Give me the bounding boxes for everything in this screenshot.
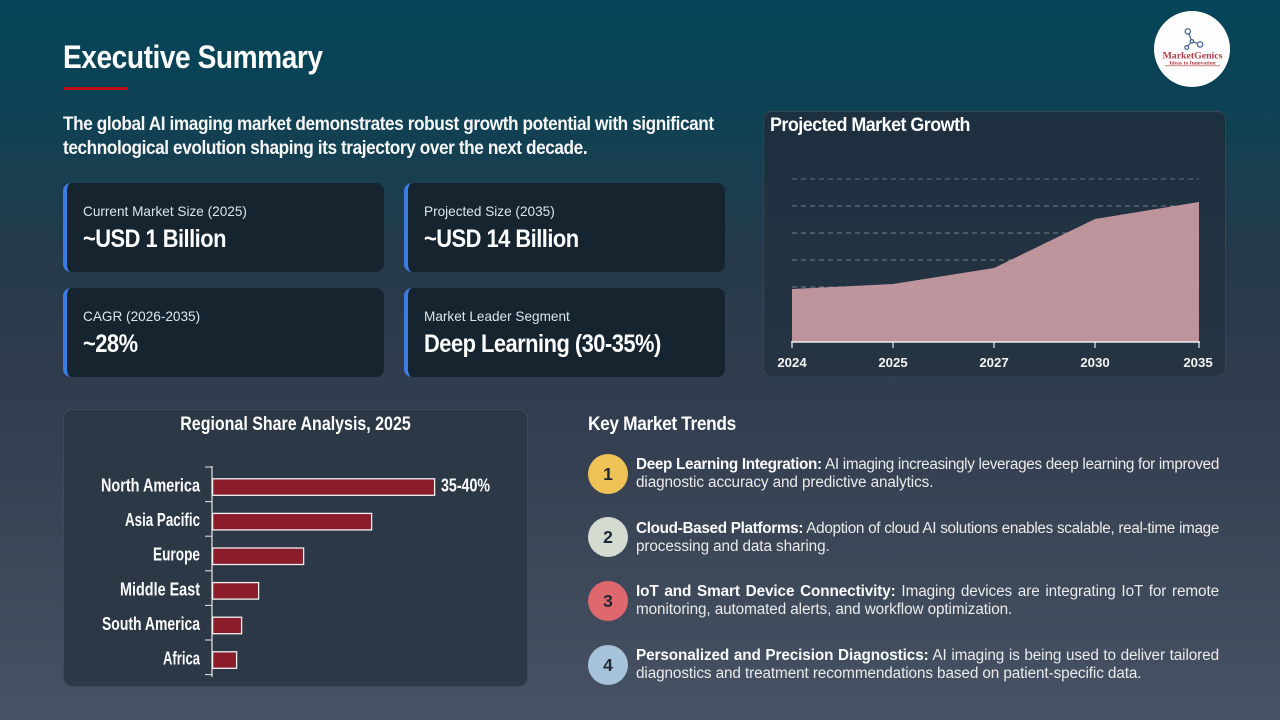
svg-text:2025: 2025: [878, 355, 907, 370]
svg-text:Africa: Africa: [163, 648, 200, 669]
svg-text:Middle East: Middle East: [120, 578, 200, 599]
svg-text:Ideas to Innovation: Ideas to Innovation: [1169, 61, 1216, 67]
svg-text:Asia Pacific: Asia Pacific: [125, 509, 200, 530]
svg-text:MarketGenics: MarketGenics: [1163, 51, 1223, 62]
svg-text:2030: 2030: [1080, 355, 1109, 370]
svg-text:35-40%: 35-40%: [441, 475, 490, 496]
svg-text:2035: 2035: [1183, 355, 1212, 370]
svg-text:2027: 2027: [979, 355, 1008, 370]
svg-text:North America: North America: [101, 475, 201, 496]
svg-text:South America: South America: [102, 613, 201, 634]
svg-text:2024: 2024: [777, 355, 807, 370]
svg-text:Europe: Europe: [153, 544, 200, 565]
